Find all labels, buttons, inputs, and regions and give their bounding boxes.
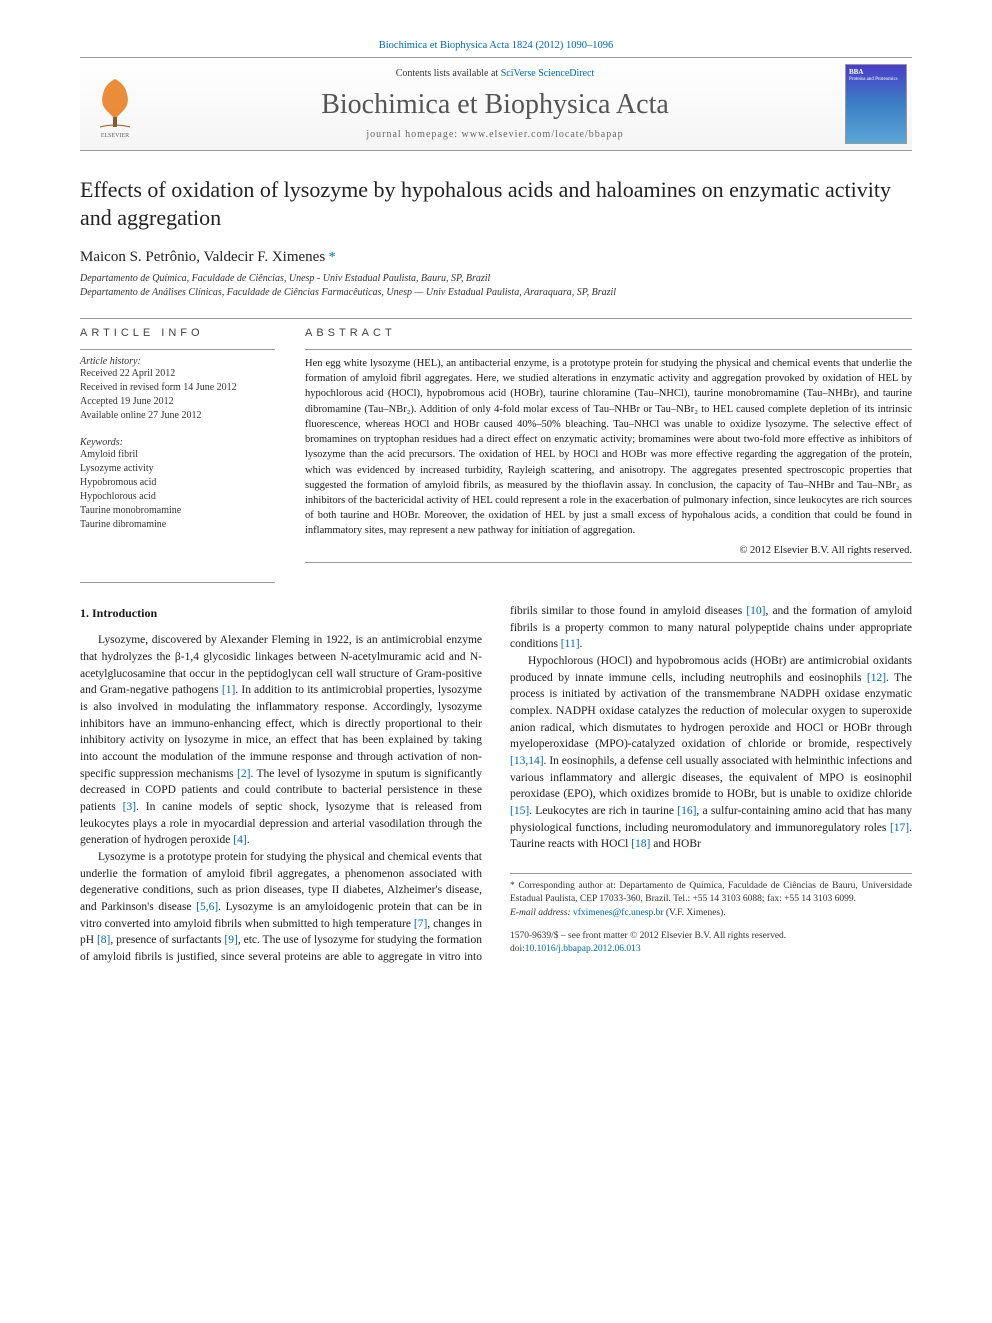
citation-link[interactable]: [10] (746, 605, 765, 617)
contents-lists-line: Contents lists available at SciVerse Sci… (145, 68, 845, 79)
keywords-head: Keywords: (80, 437, 275, 448)
citation-link[interactable]: [12] (867, 672, 886, 684)
body-paragraph: Hypochlorous (HOCl) and hypobromous acid… (510, 653, 912, 853)
keyword: Lysozyme activity (80, 462, 275, 476)
citation-link[interactable]: [4] (233, 834, 246, 846)
svg-text:ELSEVIER: ELSEVIER (101, 133, 129, 139)
citation-link[interactable]: [17] (890, 822, 909, 834)
article-info-heading: ARTICLE INFO (80, 327, 275, 339)
elsevier-logo: ELSEVIER (85, 69, 145, 139)
citation-link[interactable]: [18] (631, 838, 650, 850)
article-history-head: Article history: (80, 356, 275, 367)
history-online: Available online 27 June 2012 (80, 409, 275, 423)
body-paragraph: Lysozyme, discovered by Alexander Flemin… (80, 632, 482, 849)
corresponding-star-icon: * (325, 250, 336, 265)
keyword: Hypochlorous acid (80, 490, 275, 504)
citation-link[interactable]: [8] (97, 934, 110, 946)
citation-link[interactable]: [16] (677, 805, 696, 817)
doi-link[interactable]: 10.1016/j.bbapap.2012.06.013 (525, 944, 641, 954)
citation-link[interactable]: [15] (510, 805, 529, 817)
abstract-text: Hen egg white lysozyme (HEL), an antibac… (305, 356, 912, 539)
email-link[interactable]: vfximenes@fc.unesp.br (573, 908, 664, 918)
keyword: Hypobromous acid (80, 476, 275, 490)
journal-cover-thumb: BBA Proteins and Proteomics (845, 64, 907, 144)
section-heading: 1. Introduction (80, 605, 482, 622)
citation-link[interactable]: [9] (224, 934, 237, 946)
article-body: 1. Introduction Lysozyme, discovered by … (80, 603, 912, 966)
citation-link[interactable]: [2] (237, 768, 250, 780)
journal-name: Biochimica et Biophysica Acta (145, 89, 845, 121)
authors: Maicon S. Petrônio, Valdecir F. Ximenes … (80, 249, 912, 266)
citation-header: Biochimica et Biophysica Acta 1824 (2012… (80, 40, 912, 51)
citation-link[interactable]: [5,6] (196, 901, 218, 913)
citation-link[interactable]: [1] (222, 684, 235, 696)
article-info-block: ARTICLE INFO Article history: Received 2… (80, 327, 275, 583)
article-title: Effects of oxidation of lysozyme by hypo… (80, 176, 912, 231)
affiliations: Departamento de Química, Faculdade de Ci… (80, 272, 912, 300)
history-revised: Received in revised form 14 June 2012 (80, 381, 275, 395)
citation-link[interactable]: [13,14] (510, 755, 544, 767)
abstract-heading: ABSTRACT (305, 327, 912, 339)
sciencedirect-link[interactable]: SciVerse ScienceDirect (501, 68, 595, 79)
citation-link[interactable]: [7] (414, 918, 427, 930)
journal-header-bar: ELSEVIER Contents lists available at Sci… (80, 57, 912, 151)
keyword: Taurine dibromamine (80, 518, 275, 532)
citation-link[interactable]: [11] (561, 638, 580, 650)
keyword: Taurine monobromamine (80, 504, 275, 518)
history-accepted: Accepted 19 June 2012 (80, 395, 275, 409)
history-received: Received 22 April 2012 (80, 367, 275, 381)
journal-homepage: journal homepage: www.elsevier.com/locat… (145, 129, 845, 140)
citation-link[interactable]: [3] (123, 801, 136, 813)
abstract-copyright: © 2012 Elsevier B.V. All rights reserved… (305, 545, 912, 556)
keyword: Amyloid fibril (80, 448, 275, 462)
corresponding-footer: * Corresponding author at: Departamento … (510, 873, 912, 956)
